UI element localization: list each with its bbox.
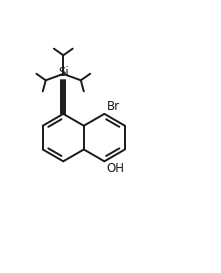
Text: Si: Si: [58, 66, 69, 79]
Text: OH: OH: [107, 162, 125, 176]
Text: Br: Br: [107, 100, 120, 113]
